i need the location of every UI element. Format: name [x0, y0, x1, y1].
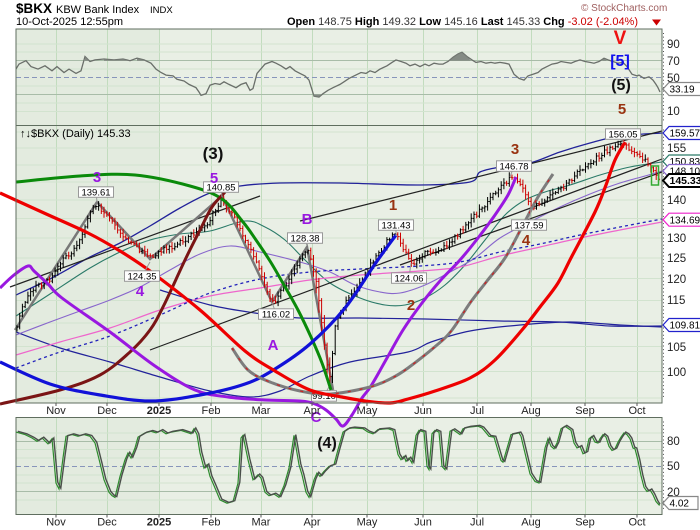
svg-text:124.35: 124.35: [127, 272, 156, 283]
svg-text:131.43: 131.43: [381, 221, 410, 232]
svg-text:159.57: 159.57: [670, 129, 700, 140]
svg-text:B: B: [302, 211, 313, 228]
svg-text:May: May: [357, 405, 378, 417]
svg-text:INDX: INDX: [150, 5, 173, 16]
svg-text:10: 10: [667, 106, 680, 118]
svg-text:Jul: Jul: [470, 405, 484, 417]
svg-text:145.33: 145.33: [670, 175, 700, 187]
svg-text:134.69: 134.69: [670, 215, 700, 226]
svg-text:140: 140: [667, 195, 686, 207]
svg-text:90: 90: [667, 39, 680, 51]
svg-text:115: 115: [667, 295, 685, 307]
svg-text:140.85: 140.85: [206, 183, 235, 194]
svg-text:Nov: Nov: [46, 405, 66, 417]
svg-text:5: 5: [210, 170, 218, 187]
svg-text:Aug: Aug: [521, 405, 541, 417]
svg-text:(5): (5): [611, 77, 631, 94]
svg-text:100: 100: [667, 367, 686, 379]
svg-text:105: 105: [667, 342, 686, 354]
svg-text:Apr: Apr: [303, 517, 320, 529]
svg-text:3: 3: [511, 141, 519, 158]
svg-text:156.05: 156.05: [608, 130, 637, 141]
svg-text:Open 148.75 High 149.32 Low 14: Open 148.75 High 149.32 Low 145.16 Last …: [287, 16, 638, 28]
svg-text:Apr: Apr: [303, 405, 320, 417]
svg-text:2025: 2025: [147, 517, 171, 529]
svg-text:↑↓$BKX (Daily) 145.33: ↑↓$BKX (Daily) 145.33: [20, 128, 131, 140]
svg-text:Jun: Jun: [414, 517, 432, 529]
svg-text:Oct: Oct: [628, 405, 645, 417]
svg-text:Sep: Sep: [575, 405, 595, 417]
svg-text:3: 3: [93, 169, 101, 186]
svg-text:99.10: 99.10: [312, 391, 336, 402]
svg-text:2025: 2025: [147, 405, 171, 417]
svg-text:120: 120: [667, 274, 686, 286]
svg-text:Jul: Jul: [470, 517, 484, 529]
svg-text:109.81: 109.81: [670, 321, 700, 332]
svg-text:130: 130: [667, 233, 686, 245]
svg-text:V: V: [614, 28, 627, 49]
svg-text:Dec: Dec: [97, 517, 117, 529]
svg-text:80: 80: [667, 436, 680, 448]
svg-text:Feb: Feb: [202, 517, 221, 529]
svg-text:124.06: 124.06: [394, 274, 423, 285]
svg-text:33.19: 33.19: [670, 85, 695, 96]
svg-text:125: 125: [667, 253, 686, 265]
svg-text:May: May: [357, 517, 378, 529]
svg-text:1: 1: [389, 197, 397, 214]
svg-text:[5]: [5]: [610, 53, 630, 70]
svg-text:(4): (4): [317, 435, 337, 452]
svg-text:Oct: Oct: [628, 517, 645, 529]
svg-text:Sep: Sep: [575, 517, 595, 529]
svg-text:$BKX: $BKX: [16, 1, 52, 16]
svg-text:128.38: 128.38: [290, 234, 319, 245]
svg-text:Feb: Feb: [202, 405, 221, 417]
svg-text:148.10: 148.10: [670, 167, 700, 178]
svg-text:Aug: Aug: [521, 517, 541, 529]
svg-text:70: 70: [667, 56, 680, 68]
svg-text:Nov: Nov: [46, 517, 66, 529]
svg-text:Jun: Jun: [414, 405, 432, 417]
svg-text:10-Oct-2025 12:55pm: 10-Oct-2025 12:55pm: [16, 16, 123, 28]
svg-text:2: 2: [407, 297, 415, 314]
svg-text:Mar: Mar: [252, 517, 271, 529]
svg-text:137.59: 137.59: [514, 221, 543, 232]
svg-text:116.02: 116.02: [262, 310, 290, 321]
svg-text:4: 4: [522, 232, 531, 249]
svg-text:139.61: 139.61: [81, 188, 110, 199]
svg-text:(3): (3): [203, 144, 224, 163]
svg-text:5: 5: [618, 101, 626, 118]
svg-text:© StockCharts.com: © StockCharts.com: [581, 3, 667, 14]
svg-text:Dec: Dec: [97, 405, 117, 417]
svg-text:4: 4: [136, 283, 145, 300]
svg-text:146.78: 146.78: [499, 162, 528, 173]
svg-text:155: 155: [667, 143, 686, 155]
svg-text:50: 50: [667, 461, 680, 473]
svg-text:4.02: 4.02: [670, 499, 690, 510]
svg-text:KBW Bank Index: KBW Bank Index: [56, 4, 140, 16]
svg-text:Mar: Mar: [252, 405, 271, 417]
svg-text:150.83: 150.83: [670, 157, 700, 168]
svg-text:C: C: [311, 409, 322, 426]
svg-text:A: A: [268, 337, 279, 354]
